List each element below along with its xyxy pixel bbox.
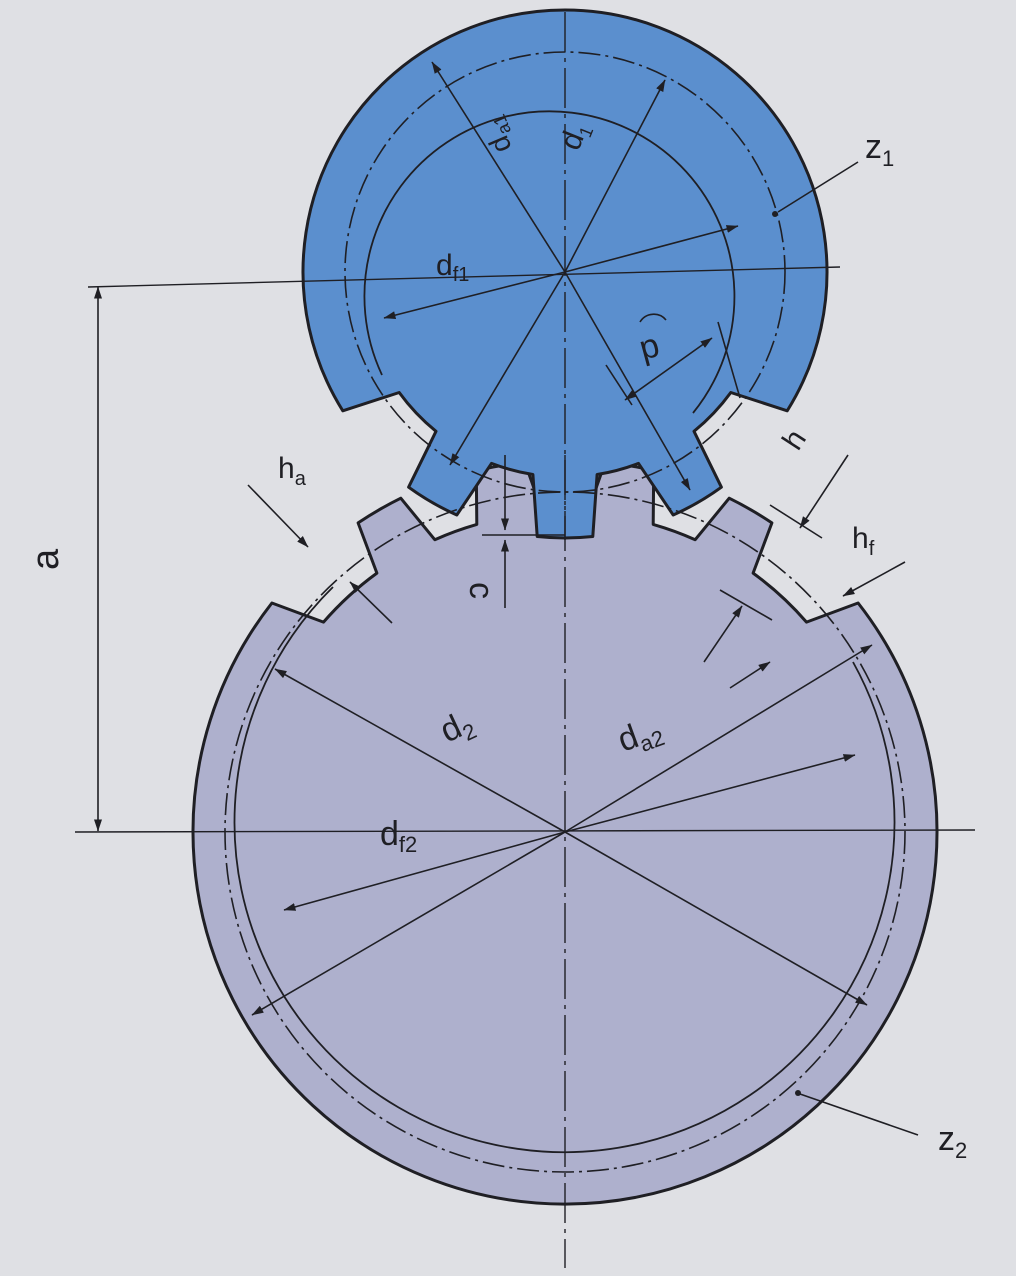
label-df2: df2 (380, 815, 417, 857)
dedendum-dimension (729, 561, 906, 689)
gear-2-root-circle (233, 586, 896, 1154)
z2-leader-dot (795, 1090, 801, 1096)
center-lines (74, 12, 976, 1268)
gear-2-dimension-lines (251, 644, 873, 1016)
pitch-dimension (605, 313, 741, 406)
label-hf: hf (852, 522, 875, 560)
label-ha: ha (278, 452, 307, 490)
label-a: a (25, 548, 67, 570)
label-h: h (776, 424, 813, 456)
label-z1: z1 (865, 128, 894, 171)
label-z2: z2 (938, 1120, 967, 1163)
label-d1: d1 (554, 118, 597, 156)
label-df1: df1 (436, 249, 469, 286)
label-c: c (462, 582, 500, 599)
gear-1-root-circle (363, 110, 736, 414)
leader-lines (777, 161, 919, 1136)
clearance-dimension (482, 455, 565, 608)
z1-leader-dot (772, 211, 778, 217)
tooth-height-dimension (703, 454, 849, 663)
addendum-dimension (247, 484, 393, 624)
